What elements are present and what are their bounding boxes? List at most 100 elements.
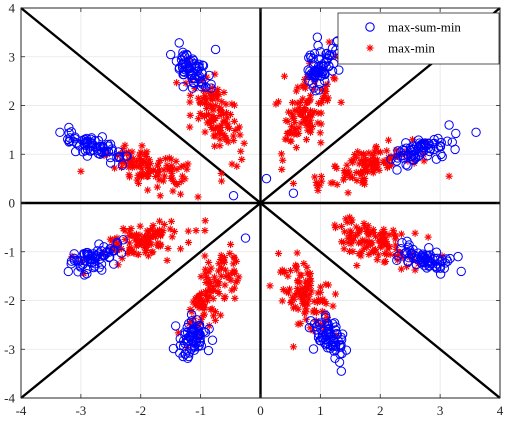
data-point-max-sum-min [204,324,214,334]
data-point-max-min [211,142,219,150]
data-point-max-min [376,237,384,246]
data-point-max-sum-min [441,254,452,264]
data-point-max-min [236,131,244,139]
data-point-max-min [201,217,209,225]
data-point-max-sum-min [414,150,425,160]
data-point-max-min [194,193,202,201]
asterisk-stroke [367,229,373,236]
data-point-max-min [344,189,352,197]
data-point-max-min [364,222,372,230]
data-point-max-sum-min [85,257,95,267]
data-point-max-sum-min [186,309,197,320]
data-point-max-sum-min [82,247,93,258]
data-point-max-sum-min [197,68,207,78]
data-point-max-min [234,125,242,133]
data-point-max-min [386,250,394,258]
data-point-max-min [292,143,300,152]
asterisk-stroke [322,281,329,288]
data-point-max-min [288,294,296,302]
asterisk-stroke [289,99,296,106]
asterisk-stroke [186,99,193,105]
data-point-max-min [302,308,310,316]
data-point-max-min [169,187,177,195]
asterisk-stroke [284,273,291,280]
data-point-max-min [385,162,394,170]
asterisk-stroke [347,234,354,241]
data-point-max-sum-min [192,315,202,325]
data-point-max-min [225,274,233,282]
asterisk-stroke [118,164,125,171]
asterisk-stroke [206,322,213,329]
data-point-max-sum-min [72,139,82,149]
asterisk-stroke [196,292,203,299]
asterisk-stroke [205,259,212,266]
data-point-max-min [207,264,215,272]
asterisk-stroke [203,74,210,81]
asterisk-stroke [155,160,162,167]
data-point-max-min [358,179,366,187]
asterisk-stroke [147,160,154,167]
asterisk-stroke [332,163,339,170]
asterisk-stroke [298,120,304,127]
asterisk-stroke [370,169,377,176]
data-point-max-min [186,91,194,99]
data-point-max-min [383,147,391,155]
data-point-max-sum-min [95,254,105,264]
data-point-max-min [284,289,293,297]
data-point-max-min [397,265,405,273]
data-point-max-min [311,173,319,181]
asterisk-stroke [374,256,381,263]
data-point-max-min [156,192,164,200]
asterisk-stroke [382,236,389,243]
asterisk-stroke [223,101,229,108]
data-point-max-min [125,171,133,179]
data-point-max-min [119,224,127,233]
data-point-max-min [186,123,194,131]
asterisk-stroke [186,124,193,130]
asterisk-stroke [311,307,318,314]
asterisk-stroke [338,223,345,230]
data-point-max-min [136,154,144,163]
data-point-max-min [172,79,181,87]
data-point-max-min [340,245,348,253]
asterisk-stroke [358,172,365,178]
data-point-max-min [305,295,313,303]
asterisk-stroke [138,166,145,173]
asterisk-stroke [145,170,152,177]
asterisk-stroke [181,175,188,182]
asterisk-stroke [297,99,304,106]
asterisk-stroke [357,169,364,175]
asterisk-stroke [338,238,345,245]
asterisk-stroke [202,266,209,273]
asterisk-stroke [365,150,372,156]
data-point-max-min [293,266,301,274]
asterisk-stroke [331,222,338,228]
data-point-max-min [288,109,296,117]
asterisk-stroke [273,101,279,108]
data-point-max-min [355,250,363,258]
data-point-max-min [298,108,306,116]
asterisk-stroke [122,142,128,149]
asterisk-stroke [323,88,329,95]
data-point-max-min [380,258,388,266]
data-point-max-min [325,38,333,46]
data-point-max-sum-min [314,85,324,95]
data-point-max-min [222,109,231,117]
data-point-max-sum-min [178,351,188,362]
data-point-max-sum-min [422,263,432,273]
asterisk-stroke [193,227,200,234]
data-point-max-sum-min [188,324,199,334]
data-point-max-min [272,100,280,108]
data-point-max-min [217,169,225,178]
data-point-max-min [329,179,337,187]
asterisk-stroke [345,189,352,196]
data-point-max-min [167,217,176,225]
data-point-max-min [176,245,185,253]
asterisk-stroke [231,285,238,292]
data-point-max-min [296,98,304,107]
data-point-max-min [337,222,346,231]
data-point-max-min [184,160,192,168]
asterisk-stroke [155,243,162,249]
asterisk-stroke [317,139,324,146]
asterisk-stroke [311,174,318,180]
